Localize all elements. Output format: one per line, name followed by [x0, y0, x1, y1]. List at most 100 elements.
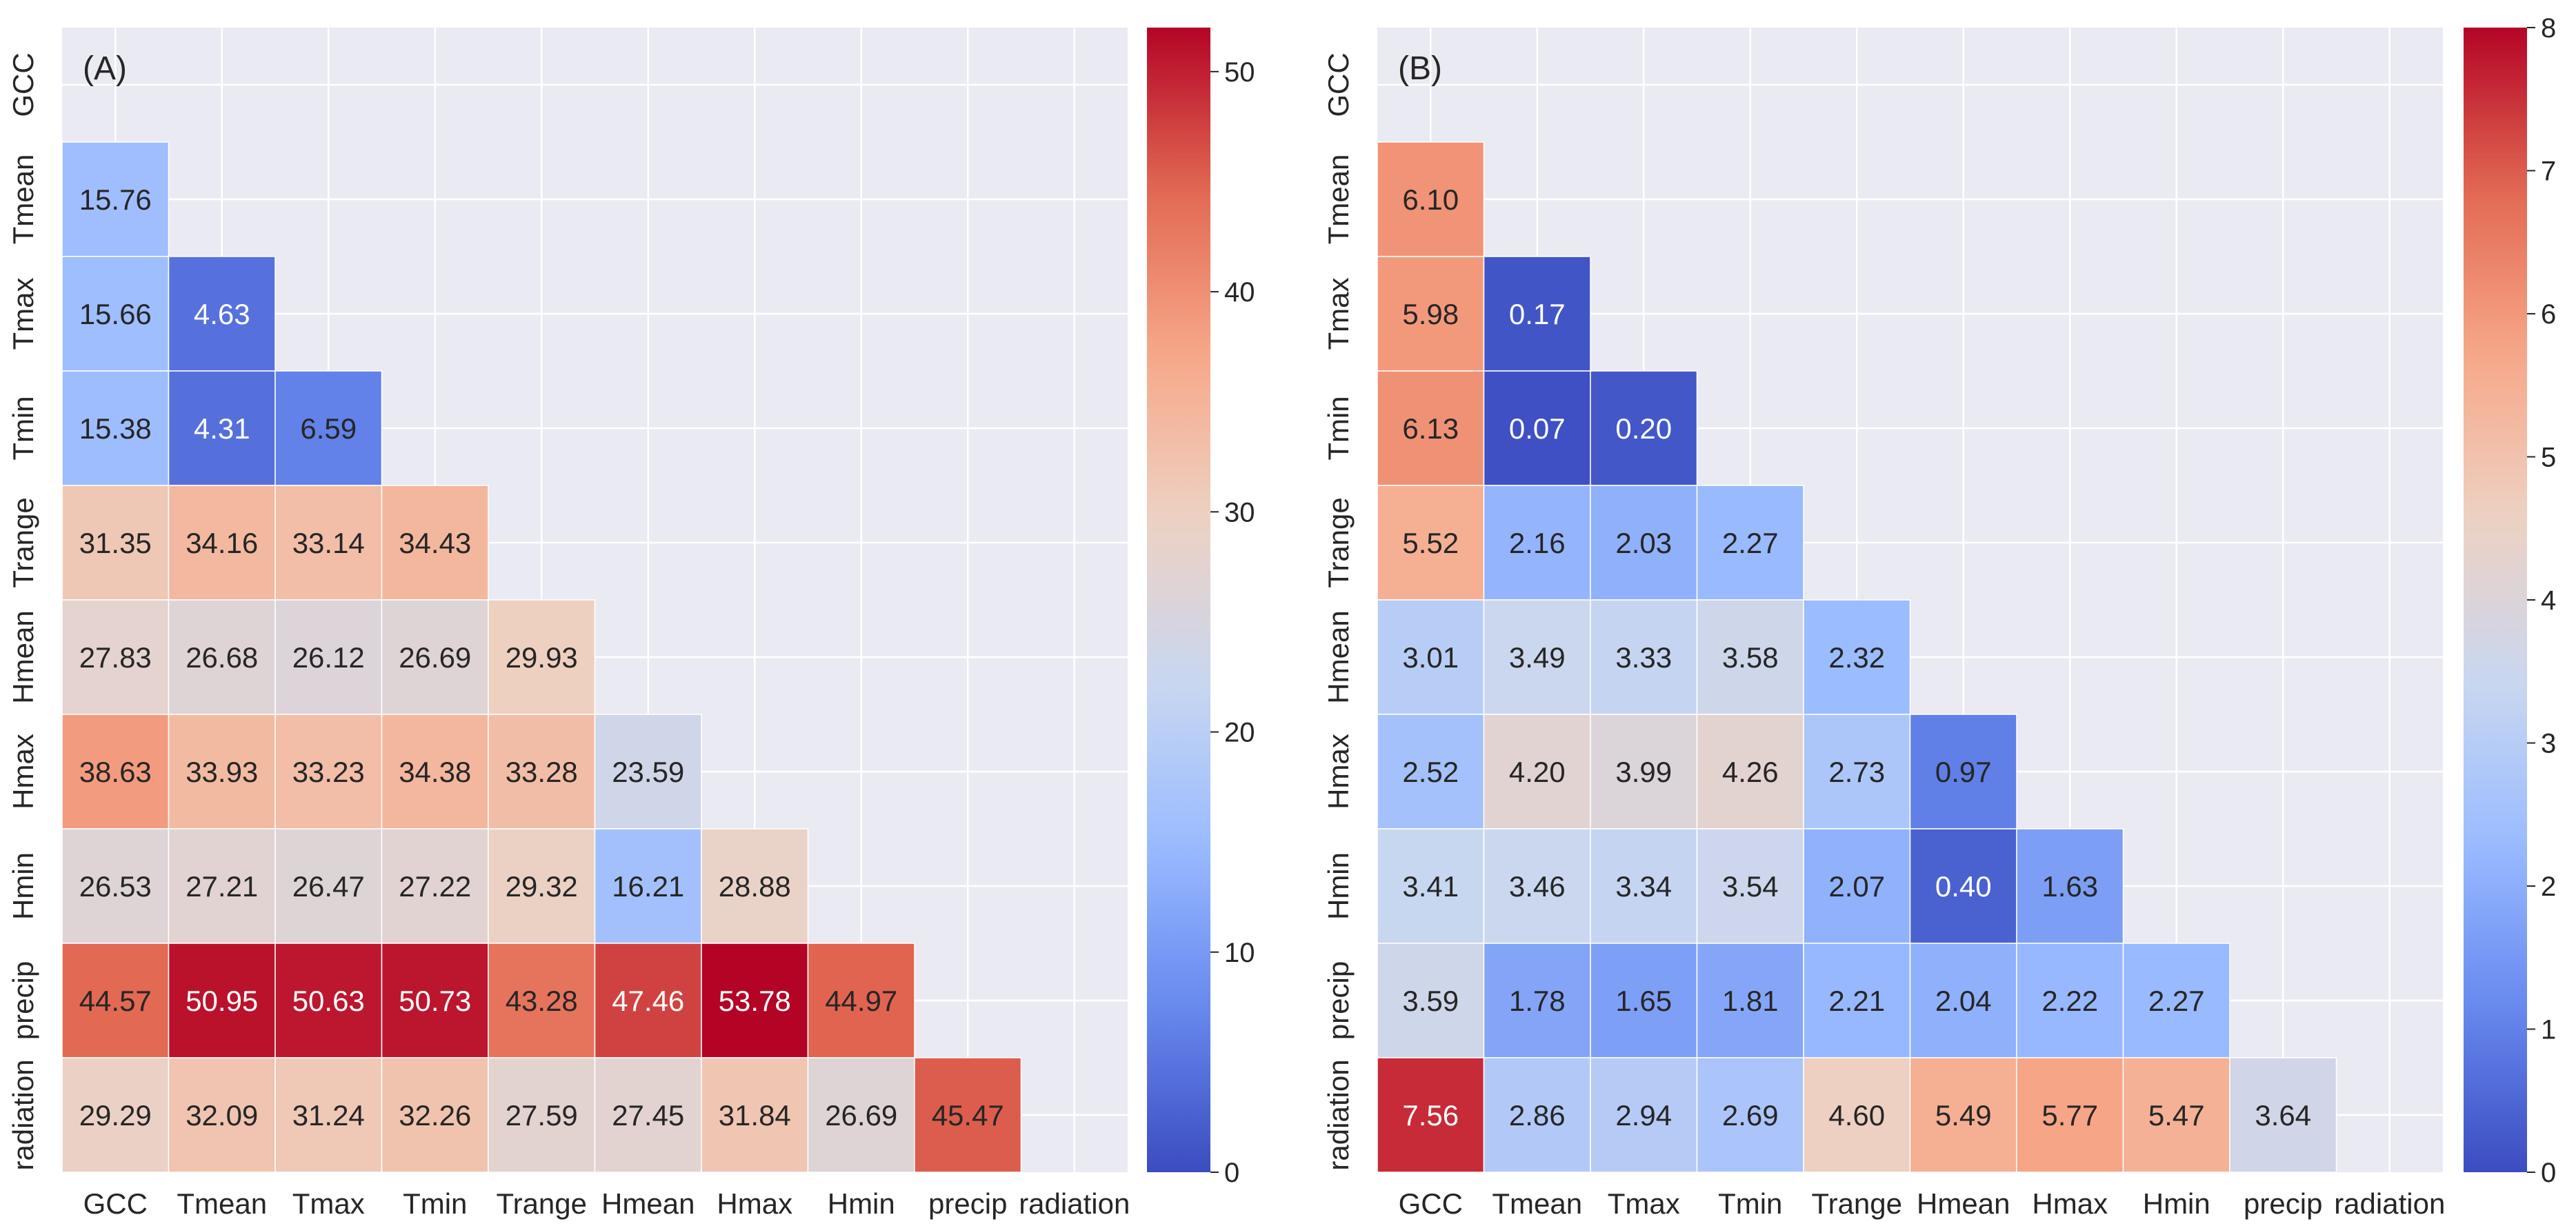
heatmap-cell-a-Hmean-Trange — [488, 599, 596, 715]
heatmap-cell-a-Tmax-Tmean — [168, 256, 276, 372]
cell-value-label: 2.27 — [1722, 527, 1779, 559]
heatmap-cell-b-radiation-Tmax — [1590, 1057, 1698, 1173]
colorbar-tick-label-b: 6 — [2541, 299, 2556, 330]
heatmap-cell-b-Hmin-Hmean — [1909, 828, 2017, 944]
x-tick-label-b: Hmin — [2143, 1187, 2210, 1220]
x-tick-label-a: radiation — [1019, 1187, 1130, 1220]
cell-value-label: 43.28 — [506, 985, 578, 1017]
y-tick-label-b: Tmin — [1322, 396, 1355, 460]
colorbar-tick-label-b: 5 — [2541, 443, 2556, 473]
heatmap-cell-b-Hmax-GCC — [1377, 714, 1485, 830]
cell-value-label: 2.03 — [1615, 527, 1672, 559]
heatmap-cell-a-Trange-Tmean — [168, 485, 276, 601]
x-tick-label-a: GCC — [83, 1187, 148, 1220]
heatmap-cell-b-radiation-Tmin — [1696, 1057, 1804, 1173]
y-tick-label-b: GCC — [1322, 52, 1355, 117]
cell-value-label: 28.88 — [719, 870, 791, 903]
cell-value-label: 15.66 — [79, 298, 152, 330]
cell-value-label: 47.46 — [612, 985, 684, 1017]
cell-value-label: 3.46 — [1509, 870, 1566, 903]
cell-value-label: 29.29 — [79, 1099, 152, 1132]
heatmap-cell-b-Hmean-GCC — [1377, 599, 1485, 715]
cell-value-label: 2.32 — [1828, 641, 1885, 674]
cell-value-label: 32.26 — [399, 1099, 471, 1132]
heatmap-cell-a-Tmean-GCC — [61, 141, 170, 257]
cell-value-label: 5.49 — [1935, 1099, 1992, 1132]
heatmap-cell-b-Hmax-Trange — [1803, 714, 1911, 830]
heatmap-cell-a-precip-Tmean — [168, 943, 276, 1058]
cell-value-label: 3.33 — [1615, 641, 1672, 674]
cell-value-label: 27.59 — [506, 1099, 578, 1132]
cell-value-label: 27.45 — [612, 1099, 684, 1132]
heatmap-cell-b-Hmin-Tmax — [1590, 828, 1698, 944]
colorbar-b — [2464, 28, 2527, 1172]
colorbar-tick-label-a: 50 — [1224, 57, 1255, 88]
cell-value-label: 38.63 — [79, 756, 152, 788]
cell-value-label: 31.24 — [292, 1099, 365, 1132]
cell-value-label: 4.31 — [194, 412, 250, 445]
cell-value-label: 34.16 — [186, 527, 258, 559]
y-tick-label-b: Hmean — [1322, 610, 1355, 703]
cell-value-label: 26.53 — [79, 870, 152, 903]
x-tick-label-a: precip — [928, 1187, 1007, 1220]
x-tick-label-a: Tmean — [177, 1187, 267, 1220]
cell-value-label: 5.47 — [2148, 1099, 2205, 1132]
x-tick-label-b: Hmean — [1917, 1187, 2010, 1220]
heatmap-cell-a-precip-Hmax — [701, 943, 809, 1058]
cell-value-label: 1.65 — [1615, 985, 1672, 1017]
cell-value-label: 34.43 — [399, 527, 471, 559]
heatmap-cell-b-Trange-GCC — [1377, 485, 1485, 601]
heatmap-cell-b-Hmax-Tmean — [1483, 714, 1591, 830]
heatmap-cell-b-radiation-Tmean — [1483, 1057, 1591, 1173]
heatmap-cell-b-Hmin-GCC — [1377, 828, 1485, 944]
cell-value-label: 2.69 — [1722, 1099, 1779, 1132]
cell-value-label: 33.23 — [292, 756, 365, 788]
cell-value-label: 26.68 — [186, 641, 258, 674]
colorbar-tick-label-b: 8 — [2541, 13, 2556, 43]
heatmap-cell-a-precip-Trange — [488, 943, 596, 1058]
cell-value-label: 50.73 — [399, 985, 471, 1017]
cell-value-label: 16.21 — [612, 870, 684, 903]
cell-value-label: 2.21 — [1828, 985, 1885, 1017]
cell-value-label: 23.59 — [612, 756, 684, 788]
cell-value-label: 4.20 — [1509, 756, 1566, 788]
cell-value-label: 27.83 — [79, 641, 152, 674]
x-tick-label-b: Tmean — [1492, 1187, 1582, 1220]
colorbar-tick-label-b: 2 — [2541, 872, 2556, 902]
heatmap-cell-b-Hmean-Trange — [1803, 599, 1911, 715]
heatmap-cell-b-radiation-Hmax — [2016, 1057, 2124, 1173]
cell-value-label: 6.59 — [300, 412, 357, 445]
cell-value-label: 15.76 — [79, 183, 152, 216]
heatmap-cell-b-radiation-Trange — [1803, 1057, 1911, 1173]
cell-value-label: 53.78 — [719, 985, 791, 1017]
panel-label-a: (A) — [83, 50, 127, 87]
heatmap-cell-b-Hmin-Trange — [1803, 828, 1911, 944]
x-tick-label-a: Trange — [496, 1187, 587, 1220]
colorbar-tick-label-a: 20 — [1224, 718, 1255, 748]
y-tick-label-b: Hmax — [1322, 734, 1355, 810]
cell-value-label: 29.32 — [506, 870, 578, 903]
heatmap-cell-a-radiation-GCC — [61, 1057, 170, 1173]
cell-value-label: 3.64 — [2255, 1099, 2311, 1132]
cell-value-label: 5.52 — [1402, 527, 1459, 559]
colorbar-tick-label-b: 1 — [2541, 1015, 2556, 1045]
heatmap-cell-a-Trange-Tmax — [274, 485, 383, 601]
colorbar-a — [1147, 28, 1210, 1172]
cell-value-label: 33.14 — [292, 527, 365, 559]
y-tick-label-a: Tmax — [7, 278, 39, 350]
y-tick-label-b: radiation — [1322, 1059, 1355, 1170]
cell-value-label: 0.97 — [1935, 756, 1992, 788]
y-tick-label-b: Tmax — [1322, 278, 1355, 350]
colorbar-tick-label-a: 10 — [1224, 938, 1255, 968]
colorbar-tick-label-b: 7 — [2541, 157, 2556, 187]
heatmap-cell-a-radiation-precip — [914, 1057, 1022, 1173]
cell-value-label: 4.26 — [1722, 756, 1779, 788]
cell-value-label: 6.10 — [1402, 183, 1459, 216]
heatmap-cell-b-Tmin-GCC — [1377, 370, 1485, 486]
heatmap-cell-a-Tmin-Tmean — [168, 370, 276, 486]
cell-value-label: 7.56 — [1402, 1099, 1459, 1132]
cell-value-label: 2.73 — [1828, 756, 1885, 788]
heatmap-cell-b-Trange-Tmin — [1696, 485, 1804, 601]
cell-value-label: 26.47 — [292, 870, 365, 903]
cell-value-label: 31.84 — [719, 1099, 791, 1132]
